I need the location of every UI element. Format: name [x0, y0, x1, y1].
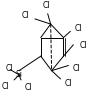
- Text: Cl: Cl: [21, 11, 29, 20]
- Text: Cl: Cl: [25, 83, 32, 92]
- Text: Cl: Cl: [64, 79, 72, 88]
- Text: Cl: Cl: [43, 1, 50, 10]
- Text: Cl: Cl: [74, 24, 82, 33]
- Text: Si: Si: [16, 70, 23, 79]
- Text: Cl: Cl: [5, 64, 13, 73]
- Text: Cl: Cl: [72, 64, 80, 73]
- Text: Cl: Cl: [79, 41, 87, 50]
- Text: Cl: Cl: [2, 82, 9, 91]
